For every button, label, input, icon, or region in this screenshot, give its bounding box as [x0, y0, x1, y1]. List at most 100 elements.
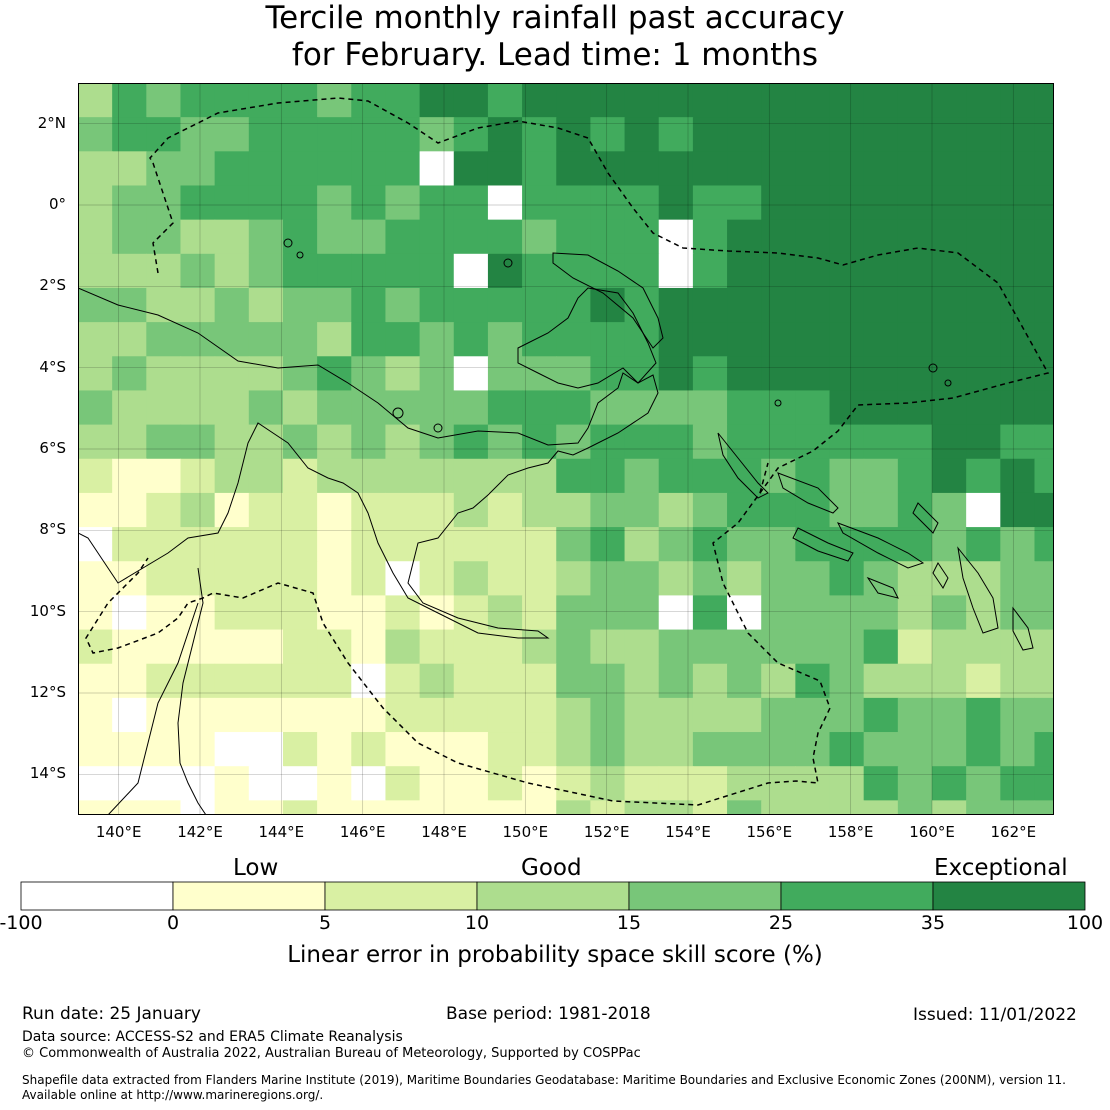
skill-cell — [1000, 663, 1036, 699]
skill-cell — [863, 356, 899, 392]
skill-cell — [112, 595, 147, 631]
skill-cell — [1000, 83, 1036, 118]
skill-cell — [829, 219, 865, 255]
skill-cell — [795, 185, 831, 221]
skill-cell — [727, 151, 762, 187]
skill-cell — [180, 287, 216, 323]
skill-cell — [761, 390, 796, 426]
skill-cell — [692, 287, 728, 323]
skill-cell — [761, 561, 796, 596]
skill-cell — [556, 185, 591, 221]
colorbar — [20, 881, 1086, 911]
skill-cell — [282, 151, 318, 187]
skill-cell — [761, 629, 796, 665]
skill-cell — [966, 185, 1001, 221]
latitude-label: 0° — [48, 195, 66, 213]
skill-cell — [658, 356, 694, 392]
skill-cell — [453, 663, 489, 699]
skill-cell — [1034, 83, 1054, 118]
skill-cell — [487, 83, 523, 118]
skill-cell — [78, 492, 113, 528]
skill-cell — [419, 458, 455, 494]
skill-cell — [829, 424, 865, 460]
skill-cell — [556, 629, 591, 665]
skill-cell — [761, 117, 796, 152]
skill-cell — [590, 219, 626, 255]
skill-cell — [112, 219, 147, 255]
skill-cell — [624, 697, 660, 733]
skill-cell — [317, 458, 352, 494]
skill-cell — [966, 697, 1001, 733]
skill-grid — [78, 83, 1054, 815]
skill-cell — [1034, 732, 1054, 767]
skill-cell — [1000, 253, 1036, 289]
skill-cell — [1000, 732, 1036, 767]
skill-cell — [419, 151, 455, 187]
eez-boundaries — [85, 97, 1050, 806]
skill-cell — [78, 287, 113, 323]
skill-cell — [78, 356, 113, 392]
skill-cell — [966, 492, 1001, 528]
skill-cell — [1034, 663, 1054, 699]
skill-cell — [351, 766, 387, 801]
skill-cell — [214, 151, 250, 187]
skill-cell — [897, 390, 933, 426]
skill-cell — [761, 322, 796, 357]
skill-cell — [932, 151, 967, 187]
new-britain-coast — [517, 287, 657, 389]
map-title-line-1: Tercile monthly rainfall past accuracy — [265, 0, 845, 36]
skill-cell — [932, 117, 967, 152]
skill-cell — [624, 424, 660, 460]
skill-cell — [590, 492, 626, 528]
skill-cell — [487, 322, 523, 357]
longitude-label: 160°E — [909, 823, 955, 841]
skill-cell — [453, 356, 489, 392]
solomon-islands-coast — [777, 472, 949, 599]
skill-cell — [248, 561, 284, 596]
skill-cell — [351, 151, 387, 187]
skill-cell — [1034, 697, 1054, 733]
shapefile-credit-line-2: Available online at http://www.marinereg… — [22, 1088, 324, 1102]
skill-cell — [180, 151, 216, 187]
skill-cell — [214, 219, 250, 255]
skill-cell — [522, 117, 557, 152]
skill-cell — [282, 766, 318, 801]
skill-cell — [658, 492, 694, 528]
skill-cell — [692, 322, 728, 357]
skill-cell — [624, 322, 660, 357]
latitude-label: 2°N — [37, 113, 66, 132]
skill-cell — [692, 151, 728, 187]
skill-cell — [966, 151, 1001, 187]
skill-cell — [317, 492, 352, 528]
skill-cell — [658, 390, 694, 426]
skill-cell — [248, 356, 284, 392]
skill-cell — [658, 663, 694, 699]
skill-cell — [146, 83, 182, 118]
skill-cell — [453, 697, 489, 733]
skill-cell — [761, 253, 796, 289]
skill-cell — [282, 663, 318, 699]
skill-cell — [522, 185, 557, 221]
skill-cell — [829, 561, 865, 596]
skill-cell — [590, 83, 626, 118]
skill-cell — [522, 492, 557, 528]
skill-cell — [146, 151, 182, 187]
skill-cell — [282, 458, 318, 494]
skill-cell — [1034, 390, 1054, 426]
skill-cell — [180, 424, 216, 460]
skill-cell — [863, 219, 899, 255]
skill-cell — [1034, 424, 1054, 460]
skill-cell — [214, 390, 250, 426]
skill-cell — [317, 766, 352, 801]
map-title-line-2: for February. Lead time: 1 months — [291, 37, 819, 73]
skill-cell — [180, 800, 216, 815]
skill-cell — [385, 629, 421, 665]
skill-cell — [1034, 766, 1054, 801]
skill-cell — [829, 390, 865, 426]
skill-cell — [897, 663, 933, 699]
skill-cell — [112, 390, 147, 426]
skill-cell — [317, 185, 352, 221]
skill-cell — [1000, 527, 1036, 562]
skill-cell — [590, 800, 626, 815]
skill-cell — [692, 424, 728, 460]
